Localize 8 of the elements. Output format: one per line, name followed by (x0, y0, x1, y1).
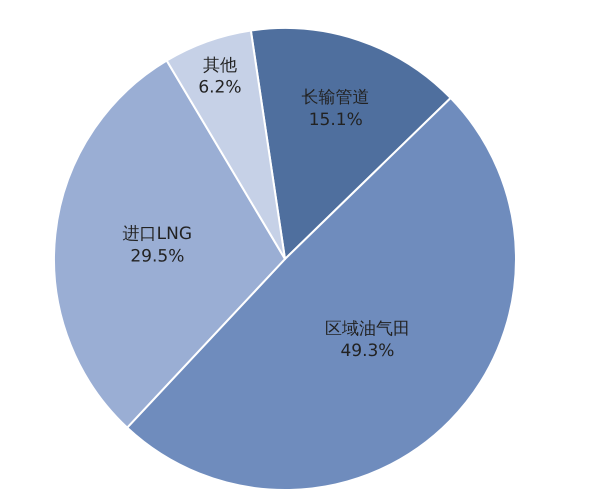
slice-label: 其他 (202, 56, 237, 76)
data-label: 29.5% (130, 246, 184, 266)
data-label: 15.1% (308, 110, 363, 130)
slice-label: 长输管道 (302, 88, 370, 108)
slice-label: 进口LNG (122, 224, 192, 244)
data-label: 6.2% (198, 78, 242, 98)
data-label: 49.3% (340, 340, 394, 361)
slice-label: 区域油气田 (324, 318, 410, 339)
